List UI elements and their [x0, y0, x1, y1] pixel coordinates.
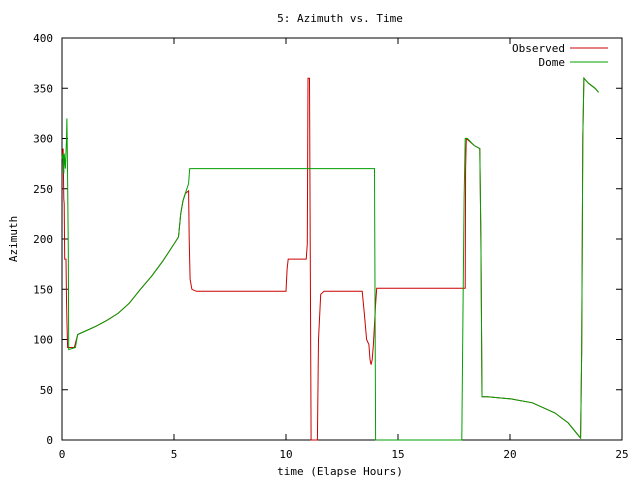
- y-axis: 0 50 100 150 200 250 300 350 400: [33, 32, 622, 447]
- x-tick-label: 25: [615, 448, 628, 461]
- series-line-dome: [61, 76, 599, 441]
- y-axis-label: Azimuth: [7, 216, 20, 262]
- plot-frame: [61, 37, 623, 441]
- y-tick-label: 300: [33, 133, 53, 146]
- y-tick-label: 350: [33, 82, 53, 95]
- y-tick-label: 200: [33, 233, 53, 246]
- y-tick-label: 250: [33, 183, 53, 196]
- series-layer: [61, 76, 599, 441]
- y-tick-label: 400: [33, 32, 53, 45]
- y-tick-label: 50: [40, 384, 53, 397]
- x-tick-label: 0: [59, 448, 66, 461]
- x-tick-label: 15: [391, 448, 404, 461]
- x-axis: 0 5 10 15 20 25: [59, 38, 629, 461]
- legend: Observed Dome: [512, 42, 608, 69]
- y-tick-label: 100: [33, 334, 53, 347]
- x-tick-label: 10: [279, 448, 292, 461]
- x-tick-label: 20: [503, 448, 516, 461]
- y-tick-label: 150: [33, 283, 53, 296]
- x-axis-label: time (Elapse Hours): [277, 465, 403, 478]
- legend-label-observed: Observed: [512, 42, 565, 55]
- x-tick-label: 5: [171, 448, 178, 461]
- chart-title: 5: Azimuth vs. Time: [277, 12, 403, 25]
- series-line-observed: [61, 76, 599, 441]
- legend-label-dome: Dome: [539, 56, 566, 69]
- y-tick-label: 0: [46, 434, 53, 447]
